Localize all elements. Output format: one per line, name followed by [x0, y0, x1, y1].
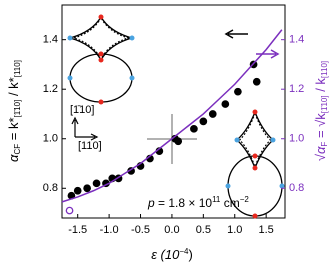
y-axis-label: αCF = k*[1̄10] / k*[110]: [6, 60, 22, 162]
y-tick-label: 1.4: [43, 34, 58, 46]
label-part: / k: [313, 78, 328, 96]
direction-arrows: [71, 116, 99, 141]
point: [252, 77, 261, 86]
label-part: p: [147, 196, 155, 210]
label-part: α: [313, 146, 328, 154]
label-part: / k*: [6, 77, 21, 99]
x-tick-label: -1.0: [100, 224, 119, 236]
label-part: −4: [179, 247, 189, 256]
inset-top-left: [67, 14, 135, 105]
inset-bottom-right: [225, 109, 285, 219]
y2-tick-label: 1.2: [289, 83, 304, 95]
label-part: = k*: [6, 117, 21, 143]
y-tick-label: 1.0: [43, 133, 58, 145]
label-part: k: [313, 113, 328, 120]
y2-tick-label: 0.8: [289, 182, 304, 194]
label-part: √: [313, 153, 328, 161]
label-part: = √: [313, 119, 328, 142]
x-tick-label: 1.0: [227, 224, 242, 236]
label-part: −2: [240, 195, 250, 204]
label-part: 11: [212, 195, 221, 204]
x-axis-label: ε (10−4): [151, 247, 193, 262]
x-tick-label: -1.5: [68, 224, 87, 236]
annotation: p = 1.8 × 1011 cm−2: [147, 195, 249, 210]
label-part: [110]: [13, 60, 22, 77]
point: [73, 186, 82, 195]
y2-axis-label: √αF = √k[1̄10] / k[110]: [313, 61, 329, 161]
point: [208, 110, 217, 118]
line: [61, 29, 283, 203]
label-part: = 1.8 × 10: [155, 196, 213, 210]
point: [221, 100, 230, 108]
direction-label: [110]: [78, 140, 102, 152]
direction-label: [1̄10]: [70, 104, 94, 116]
x-tick-label: 0.0: [164, 224, 179, 236]
label-part: [110]: [320, 61, 329, 78]
point: [199, 117, 208, 126]
point: [234, 87, 242, 96]
y2-tick-label: 1.4: [289, 34, 304, 46]
plot-frame: [61, 4, 286, 219]
label-part: F: [320, 142, 329, 147]
label-part: [1̄10]: [13, 100, 22, 118]
x-tick-label: 1.5: [259, 224, 274, 236]
label-part: cm: [220, 196, 239, 210]
point: [174, 137, 183, 146]
y-tick-label: 1.2: [43, 83, 58, 95]
label-part: [1̄10]: [320, 95, 329, 113]
label-part: ): [188, 247, 192, 262]
axis-arrows: [224, 29, 280, 59]
y-tick-label: 0.8: [43, 182, 58, 194]
label-part: CF: [13, 144, 22, 155]
y2-tick-label: 1.0: [289, 133, 304, 145]
point: [190, 124, 198, 133]
label-part: ε (10: [151, 247, 180, 262]
label-part: α: [6, 154, 21, 162]
open-marker: [65, 206, 74, 215]
x-tick-label: -0.5: [131, 224, 150, 236]
point: [83, 184, 91, 193]
point: [92, 179, 101, 188]
x-tick-label: 0.5: [196, 224, 211, 236]
